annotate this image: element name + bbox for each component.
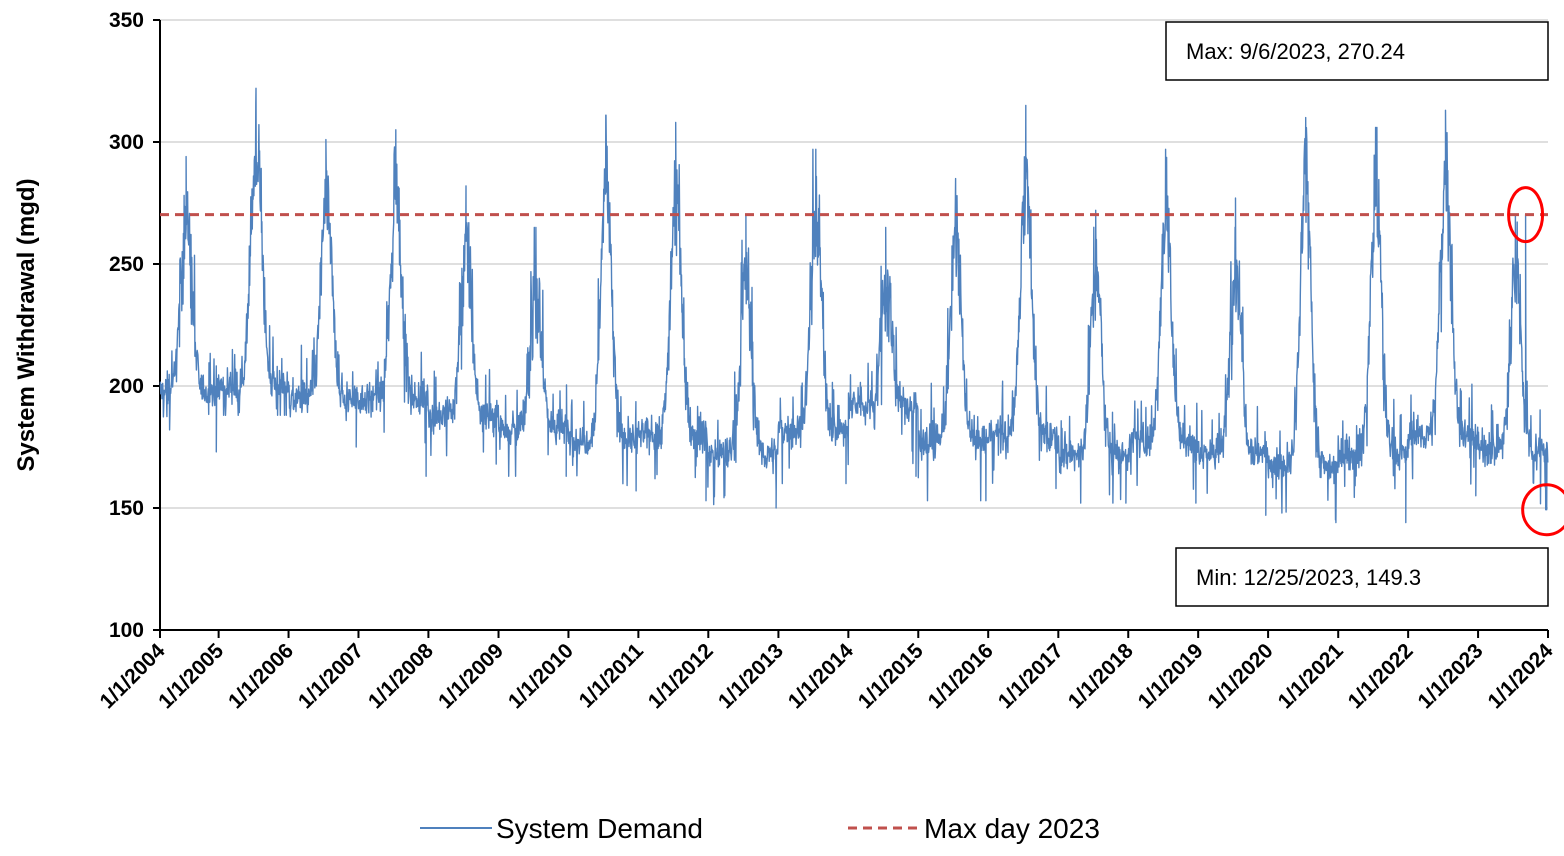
y-tick-label: 250 — [109, 253, 144, 276]
legend: System Demand Max day 2023 — [420, 813, 1100, 844]
x-tick-label: 1/1/2010 — [504, 639, 578, 713]
series-system-demand — [159, 87, 1549, 524]
x-tick-labels: 1/1/20041/1/20051/1/20061/1/20071/1/2008… — [95, 639, 1557, 713]
legend-label-system-demand: System Demand — [496, 813, 703, 844]
y-tick-label: 100 — [109, 619, 144, 642]
min-marker-circle — [1521, 483, 1564, 537]
x-tick-label: 1/1/2016 — [924, 639, 998, 713]
y-tick-label: 300 — [109, 131, 144, 154]
min-annotation-box — [1175, 547, 1549, 607]
gridlines — [160, 19, 1548, 509]
x-tick-label: 1/1/2006 — [224, 639, 298, 713]
x-tick-label: 1/1/2021 — [1274, 639, 1348, 713]
x-tick-label: 1/1/2013 — [714, 639, 788, 713]
x-tick-label: 1/1/2008 — [364, 639, 438, 713]
max-marker-circle — [1507, 186, 1545, 244]
x-tick-label: 1/1/2007 — [294, 639, 368, 713]
max-annotation-box — [1165, 21, 1549, 81]
axes — [153, 19, 1549, 638]
x-tick-label: 1/1/2024 — [1483, 639, 1557, 713]
x-tick-label: 1/1/2017 — [994, 639, 1068, 713]
x-tick-label: 1/1/2011 — [575, 639, 648, 712]
x-tick-label: 1/1/2009 — [434, 639, 508, 713]
min-annotation-text: Min: 12/25/2023, 149.3 — [1196, 565, 1421, 590]
x-tick-label: 1/1/2020 — [1204, 639, 1278, 713]
annotations: Max: 9/6/2023, 270.24 Min: 12/25/2023, 14… — [1165, 21, 1564, 607]
x-tick-label: 1/1/2022 — [1344, 639, 1418, 713]
x-tick-label: 1/1/2012 — [644, 639, 718, 713]
legend-label-max-day-2023: Max day 2023 — [924, 813, 1100, 844]
y-tick-label: 150 — [109, 497, 144, 520]
series — [159, 87, 1549, 524]
x-tick-label: 1/1/2005 — [154, 639, 228, 713]
x-tick-label: 1/1/2019 — [1134, 639, 1208, 713]
x-tick-label: 1/1/2023 — [1414, 639, 1488, 713]
max-annotation-text: Max: 9/6/2023, 270.24 — [1186, 39, 1405, 64]
y-tick-label: 350 — [109, 9, 144, 32]
x-tick-label: 1/1/2014 — [784, 639, 858, 713]
y-tick-labels: 100 150 200 250 300 350 — [109, 9, 144, 642]
x-tick-label: 1/1/2018 — [1064, 639, 1138, 713]
y-axis-label: System Withdrawal (mgd) — [13, 178, 40, 471]
y-tick-label: 200 — [109, 375, 144, 398]
x-tick-label: 1/1/2015 — [854, 639, 928, 713]
